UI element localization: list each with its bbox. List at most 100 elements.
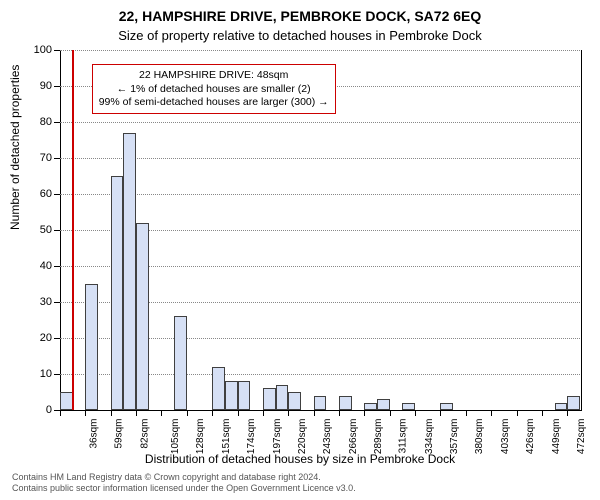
footer-line-1: Contains HM Land Registry data © Crown c… [12, 472, 356, 483]
gridline [60, 158, 580, 159]
x-tick-label: 128sqm [196, 419, 207, 455]
x-tick-label: 380sqm [475, 419, 486, 455]
x-tick-label: 243sqm [322, 419, 333, 455]
x-tick-label: 357sqm [449, 419, 460, 455]
bar [288, 392, 301, 410]
y-tick-label: 100 [22, 44, 52, 56]
x-tick-label: 403sqm [500, 419, 511, 455]
x-tick [390, 410, 391, 416]
y-tick [54, 338, 60, 339]
x-tick [466, 410, 467, 416]
x-tick-label: 266sqm [348, 419, 359, 455]
bar [238, 381, 251, 410]
x-tick [364, 410, 365, 416]
x-tick-label: 334sqm [424, 419, 435, 455]
y-tick [54, 158, 60, 159]
y-tick-label: 20 [22, 332, 52, 344]
y-tick [54, 194, 60, 195]
y-tick [54, 374, 60, 375]
y-tick-label: 10 [22, 368, 52, 380]
gridline [60, 50, 580, 51]
bar [85, 284, 98, 410]
footer-attribution: Contains HM Land Registry data © Crown c… [12, 472, 356, 494]
x-tick-label: 82sqm [139, 419, 150, 449]
x-tick [60, 410, 61, 416]
annotation-box: 22 HAMPSHIRE DRIVE: 48sqm← 1% of detache… [92, 64, 336, 113]
x-tick [161, 410, 162, 416]
y-axis-title: Number of detached properties [8, 65, 22, 230]
x-tick-label: 59sqm [114, 419, 125, 449]
y-tick-label: 90 [22, 80, 52, 92]
bar [377, 399, 390, 410]
y-tick-label: 60 [22, 188, 52, 200]
bar [276, 385, 289, 410]
footer-line-2: Contains public sector information licen… [12, 483, 356, 494]
bar [314, 396, 327, 410]
x-tick [440, 410, 441, 416]
x-tick-label: 36sqm [89, 419, 100, 449]
y-tick-label: 30 [22, 296, 52, 308]
x-tick [517, 410, 518, 416]
bar [225, 381, 238, 410]
bar [567, 396, 580, 410]
bar [111, 176, 124, 410]
x-tick-label: 197sqm [272, 419, 283, 455]
y-tick-label: 40 [22, 260, 52, 272]
y-tick [54, 86, 60, 87]
x-tick [263, 410, 264, 416]
y-tick [54, 230, 60, 231]
x-tick [288, 410, 289, 416]
chart-subtitle: Size of property relative to detached ho… [0, 28, 600, 43]
x-tick-label: 174sqm [246, 419, 257, 455]
y-tick [54, 266, 60, 267]
y-tick [54, 122, 60, 123]
bar [212, 367, 225, 410]
y-tick [54, 50, 60, 51]
bar [440, 403, 453, 410]
chart-plot-area: 0102030405060708090100 36sqm59sqm82sqm10… [60, 50, 580, 410]
x-tick [339, 410, 340, 416]
x-tick [567, 410, 568, 416]
annotation-line: 22 HAMPSHIRE DRIVE: 48sqm [99, 69, 329, 82]
chart-title: 22, HAMPSHIRE DRIVE, PEMBROKE DOCK, SA72… [0, 8, 600, 24]
bar [174, 316, 187, 410]
bar [136, 223, 149, 410]
annotation-line: 99% of semi-detached houses are larger (… [99, 96, 329, 109]
page-root: 22, HAMPSHIRE DRIVE, PEMBROKE DOCK, SA72… [0, 0, 600, 500]
x-tick-label: 311sqm [398, 419, 409, 454]
x-tick [136, 410, 137, 416]
bar [263, 388, 276, 410]
y-tick-label: 70 [22, 152, 52, 164]
annotation-line: ← 1% of detached houses are smaller (2) [99, 83, 329, 96]
gridline [60, 122, 580, 123]
y-tick-label: 50 [22, 224, 52, 236]
y-tick-label: 0 [22, 404, 52, 416]
bar [402, 403, 415, 410]
bar [339, 396, 352, 410]
x-tick [187, 410, 188, 416]
bar [364, 403, 377, 410]
x-tick [491, 410, 492, 416]
x-axis-title: Distribution of detached houses by size … [0, 452, 600, 466]
y-tick [54, 302, 60, 303]
x-tick [111, 410, 112, 416]
bar [60, 392, 73, 410]
bar [123, 133, 136, 410]
x-tick-label: 220sqm [297, 419, 308, 455]
x-tick [314, 410, 315, 416]
x-tick-label: 151sqm [221, 419, 232, 455]
y-tick-label: 80 [22, 116, 52, 128]
x-tick [85, 410, 86, 416]
bar [555, 403, 568, 410]
property-marker-line [72, 50, 74, 410]
x-tick-label: 105sqm [170, 419, 181, 455]
x-tick-label: 289sqm [373, 419, 384, 455]
x-tick-label: 426sqm [525, 419, 536, 455]
x-tick [238, 410, 239, 416]
gridline [60, 194, 580, 195]
x-tick [212, 410, 213, 416]
x-tick-label: 449sqm [551, 419, 562, 455]
x-tick [415, 410, 416, 416]
x-tick-label: 472sqm [576, 419, 587, 455]
x-tick [542, 410, 543, 416]
